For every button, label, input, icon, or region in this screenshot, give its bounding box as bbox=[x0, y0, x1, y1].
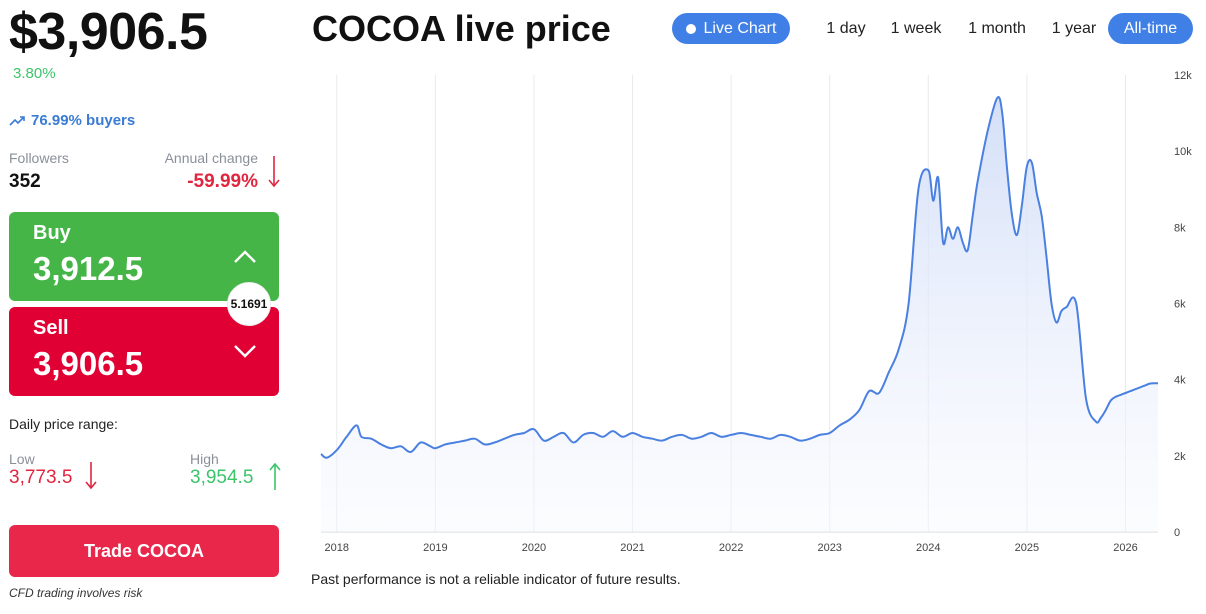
buyers-text: 76.99% buyers bbox=[31, 112, 136, 129]
live-dot-icon bbox=[685, 23, 696, 34]
chevron-up-icon bbox=[234, 250, 256, 263]
price-series-line bbox=[320, 96, 1158, 459]
high-label: High bbox=[190, 451, 219, 467]
current-price: $3,906.5 bbox=[9, 3, 208, 61]
page-title: COCOA live price bbox=[312, 8, 611, 49]
chevron-down-icon bbox=[234, 345, 256, 358]
x-tick-label: 2021 bbox=[620, 542, 644, 554]
x-tick-label: 2020 bbox=[522, 542, 546, 554]
buy-label: Buy bbox=[33, 222, 71, 244]
buy-price: 3,912.5 bbox=[33, 250, 144, 287]
range-1-month[interactable]: 1 month bbox=[968, 19, 1026, 37]
buyers-sentiment: 76.99% buyers bbox=[9, 112, 135, 129]
followers-value: 352 bbox=[9, 171, 41, 192]
price-change-percent: 3.80% bbox=[13, 65, 56, 82]
disclaimer: Past performance is not a reliable indic… bbox=[311, 571, 681, 587]
y-tick-label: 6k bbox=[1174, 299, 1186, 311]
daily-range-label: Daily price range: bbox=[9, 416, 118, 432]
arrow-down-icon bbox=[85, 462, 97, 490]
y-tick-label: 12k bbox=[1174, 70, 1192, 82]
y-tick-label: 2k bbox=[1174, 451, 1186, 463]
sell-button[interactable]: Sell 3,906.5 bbox=[9, 307, 279, 396]
range-1-week[interactable]: 1 week bbox=[890, 19, 942, 37]
annual-change-value: -59.99% bbox=[187, 171, 258, 192]
low-label: Low bbox=[9, 451, 35, 467]
x-tick-label: 2026 bbox=[1113, 542, 1137, 554]
range-1-year[interactable]: 1 year bbox=[1051, 19, 1097, 37]
live-chart-label: Live Chart bbox=[703, 19, 777, 37]
trend-up-icon bbox=[9, 115, 25, 126]
arrow-down-icon bbox=[268, 156, 280, 188]
high-value: 3,954.5 bbox=[190, 467, 254, 488]
low-value: 3,773.5 bbox=[9, 467, 73, 488]
price-area-fill bbox=[321, 97, 1158, 532]
y-tick-label: 10k bbox=[1174, 146, 1192, 158]
buy-button[interactable]: Buy 3,912.5 bbox=[9, 212, 279, 301]
range-all-time[interactable]: All-time bbox=[1108, 13, 1193, 44]
sell-price: 3,906.5 bbox=[33, 345, 144, 382]
range-1-day[interactable]: 1 day bbox=[826, 19, 866, 37]
spread-badge: 5.1691 bbox=[227, 282, 271, 326]
risk-warning: CFD trading involves risk bbox=[9, 586, 143, 600]
x-tick-label: 2018 bbox=[325, 542, 349, 554]
x-tick-label: 2024 bbox=[916, 542, 940, 554]
x-tick-label: 2022 bbox=[719, 542, 743, 554]
live-chart-button[interactable]: Live Chart bbox=[672, 13, 790, 44]
followers-label: Followers bbox=[9, 150, 69, 166]
y-tick-label: 4k bbox=[1174, 375, 1186, 387]
x-tick-label: 2023 bbox=[817, 542, 841, 554]
sell-label: Sell bbox=[33, 317, 69, 339]
arrow-up-icon bbox=[269, 462, 281, 490]
x-tick-label: 2019 bbox=[423, 542, 447, 554]
annual-change-label: Annual change bbox=[164, 150, 258, 166]
y-tick-label: 0 bbox=[1174, 527, 1180, 539]
y-tick-label: 8k bbox=[1174, 222, 1186, 234]
trade-cocoa-button[interactable]: Trade COCOA bbox=[9, 525, 279, 577]
x-tick-label: 2025 bbox=[1015, 542, 1039, 554]
